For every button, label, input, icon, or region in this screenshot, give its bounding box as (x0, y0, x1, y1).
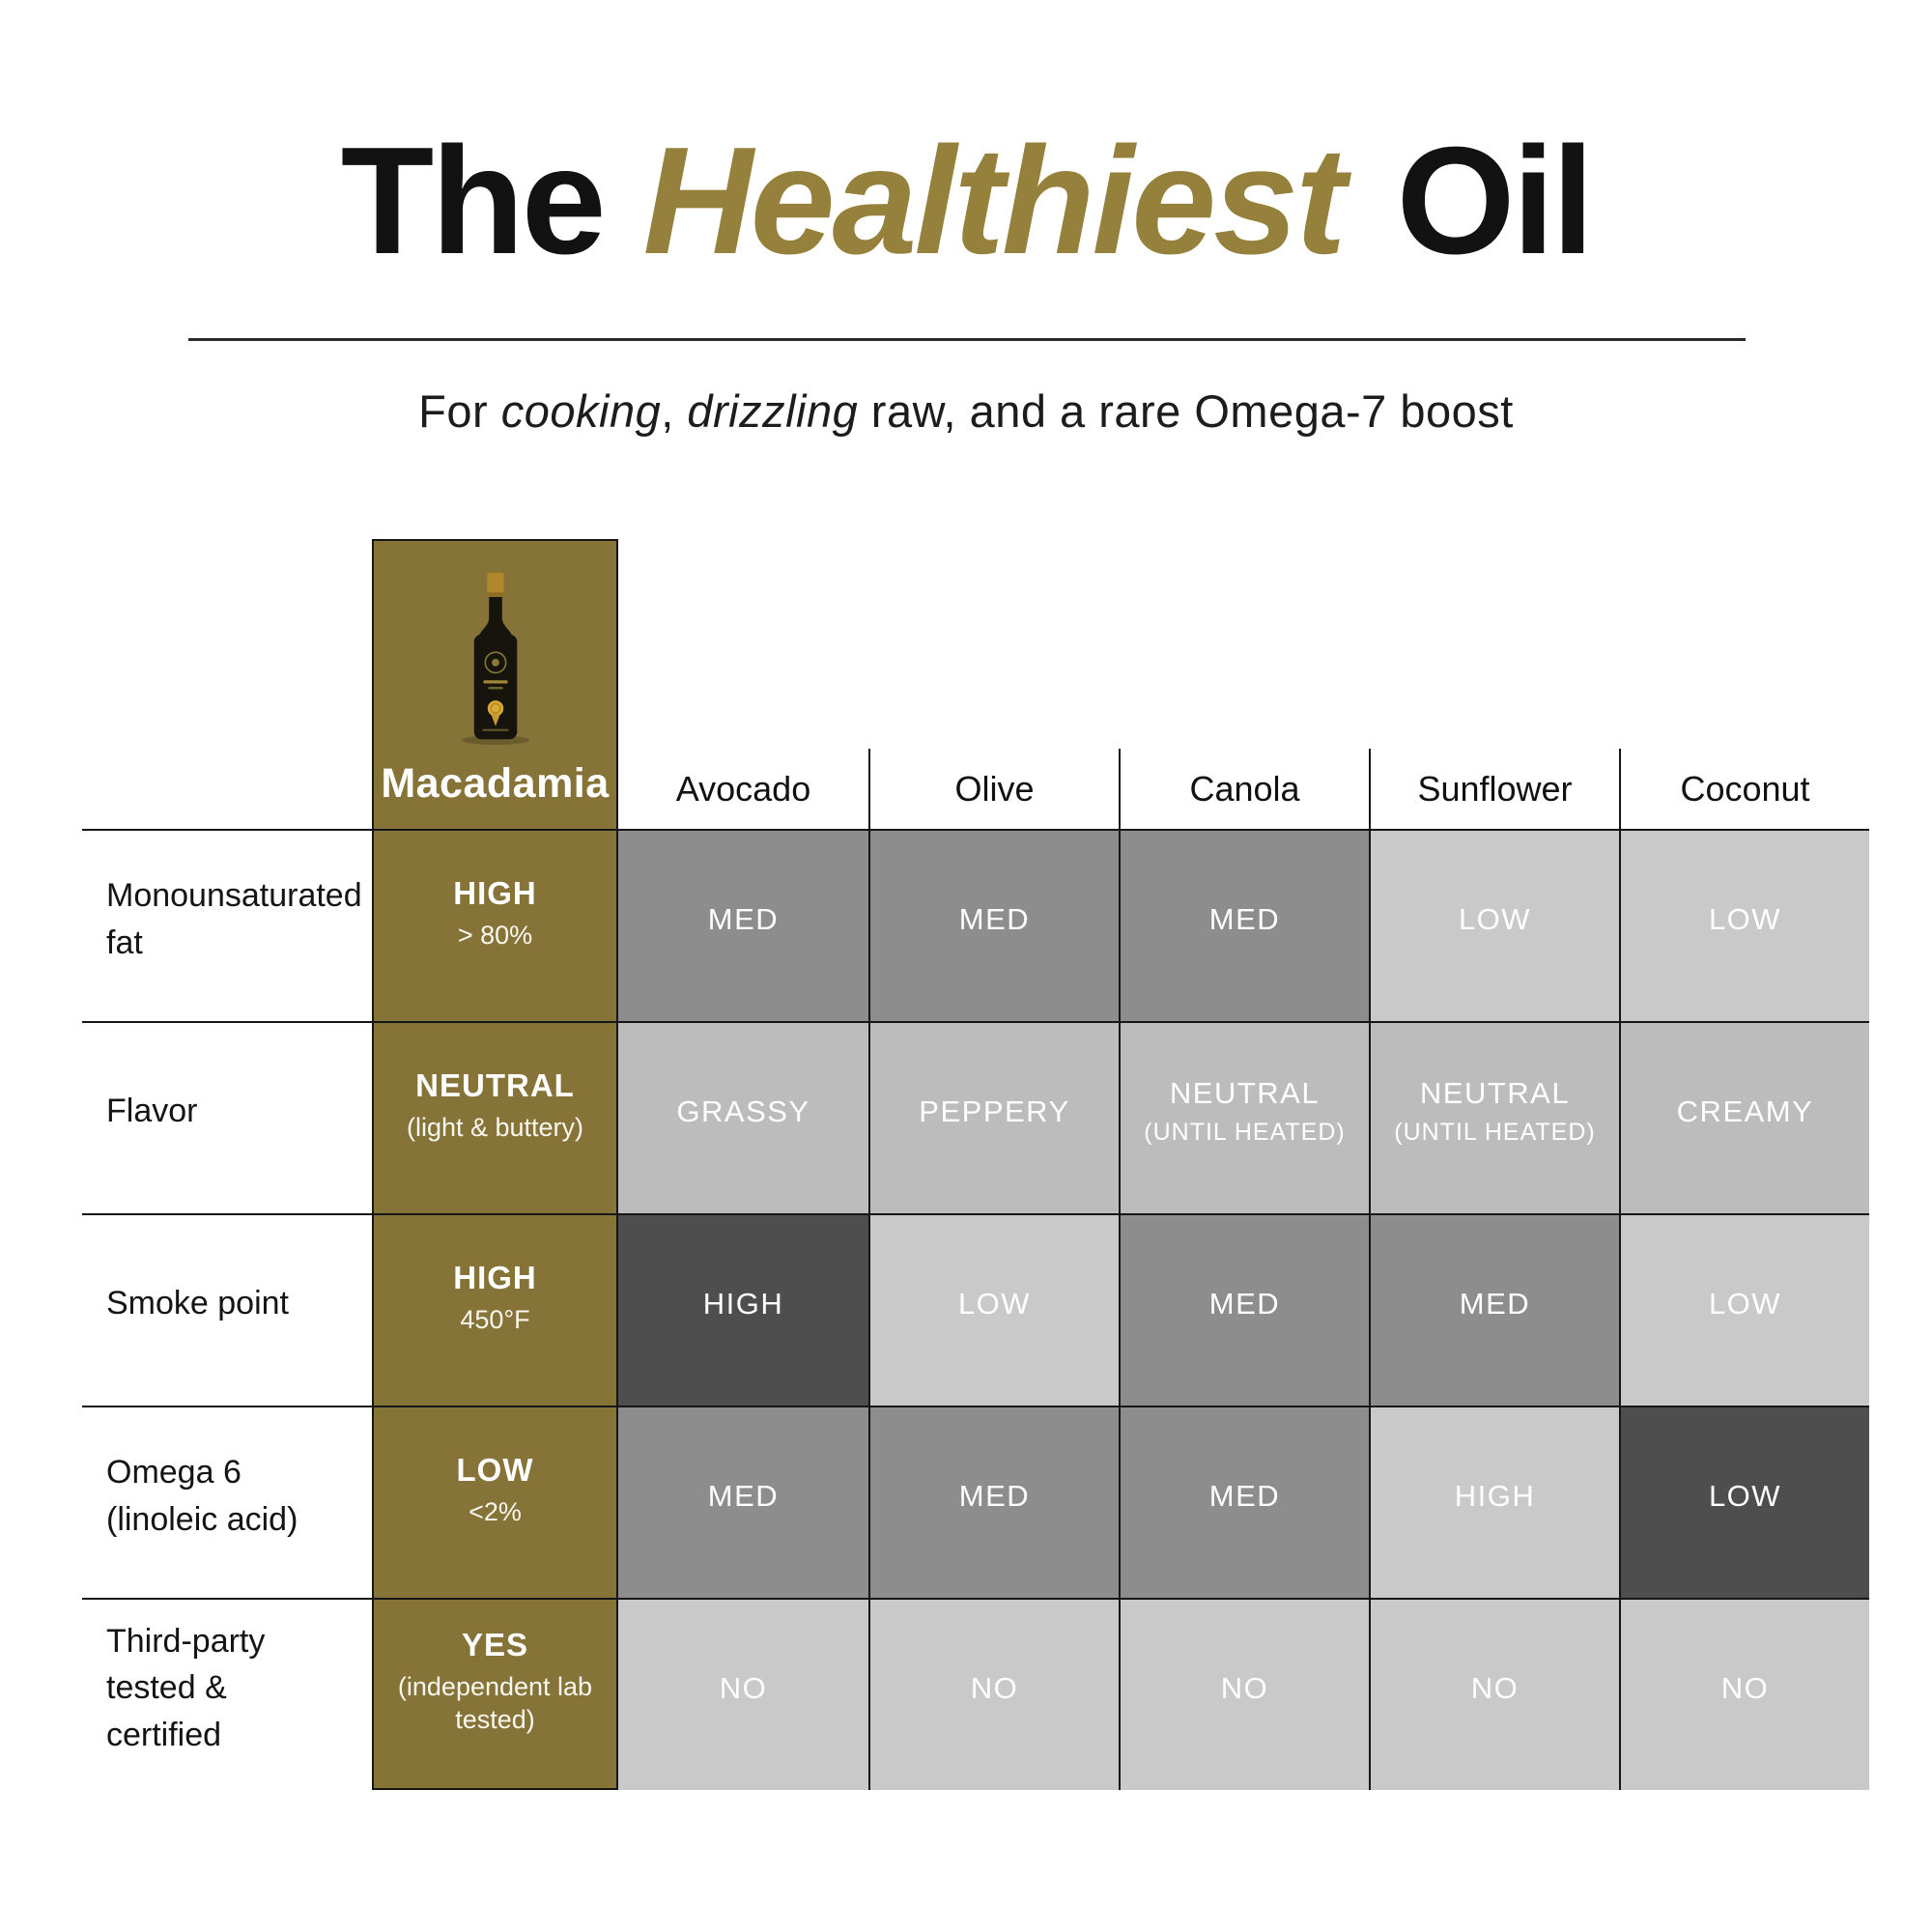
cell-monofat-avocado: MED (618, 829, 868, 1021)
cell-tested-canola: NO (1119, 1598, 1369, 1790)
cell-monofat-olive: MED (868, 829, 1119, 1021)
subtitle-seg: , (661, 385, 688, 437)
subtitle-italic-cooking: cooking (500, 385, 662, 437)
cell-smoke-olive: LOW (868, 1213, 1119, 1406)
page-title: The Healthiest Oil (0, 114, 1932, 289)
cell-smoke-canola: MED (1119, 1213, 1369, 1406)
hero-column-header-macadamia: Macadamia (372, 539, 618, 829)
cell-flavor-avocado: GRASSY (618, 1021, 868, 1213)
row-label-smoke-point: Smoke point (82, 1213, 372, 1406)
cell-smoke-avocado: HIGH (618, 1213, 868, 1406)
column-header-olive: Olive (868, 539, 1119, 829)
comparison-table: Macadamia Avocado Olive Canola Sunflower… (82, 539, 1869, 1790)
column-header-avocado: Avocado (675, 768, 811, 809)
row-label-omega-6: Omega 6 (linoleic acid) (82, 1406, 372, 1598)
cell-tested-macadamia: YES (independent lab tested) (372, 1598, 618, 1790)
oil-bottle-icon (461, 572, 529, 745)
cell-omega6-sunflower: HIGH (1369, 1406, 1619, 1598)
cell-omega6-olive: MED (868, 1406, 1119, 1598)
subtitle-seg: raw, and a rare Omega-7 boost (858, 385, 1514, 437)
cell-flavor-coconut: CREAMY (1619, 1021, 1869, 1213)
table-corner-spacer (82, 539, 372, 829)
cell-flavor-olive: PEPPERY (868, 1021, 1119, 1213)
title-underline (188, 338, 1746, 341)
cell-tested-avocado: NO (618, 1598, 868, 1790)
cell-omega6-coconut: LOW (1619, 1406, 1869, 1598)
cell-tested-olive: NO (868, 1598, 1119, 1790)
cell-monofat-coconut: LOW (1619, 829, 1869, 1021)
macadamia-bottle-image (439, 541, 553, 760)
cell-smoke-coconut: LOW (1619, 1213, 1869, 1406)
cell-flavor-sunflower: NEUTRAL (UNTIL HEATED) (1369, 1021, 1619, 1213)
cell-tested-coconut: NO (1619, 1598, 1869, 1790)
row-label-flavor: Flavor (82, 1021, 372, 1213)
cell-monofat-sunflower: LOW (1369, 829, 1619, 1021)
column-header-coconut: Coconut (1619, 539, 1869, 829)
cell-omega6-canola: MED (1119, 1406, 1369, 1598)
page-subtitle: For cooking, drizzling raw, and a rare O… (0, 384, 1932, 438)
cell-monofat-canola: MED (1119, 829, 1369, 1021)
subtitle-italic-drizzling: drizzling (687, 385, 859, 437)
cell-smoke-macadamia: HIGH 450°F (372, 1213, 618, 1406)
cell-omega6-avocado: MED (618, 1406, 868, 1598)
cell-omega6-macadamia: LOW <2% (372, 1406, 618, 1598)
cell-flavor-canola: NEUTRAL (UNTIL HEATED) (1119, 1021, 1369, 1213)
cell-tested-sunflower: NO (1369, 1598, 1619, 1790)
cell-smoke-sunflower: MED (1369, 1213, 1619, 1406)
hero-column-label: Macadamia (381, 760, 610, 807)
subtitle-seg: For (418, 385, 501, 437)
column-header-canola: Canola (1119, 539, 1369, 829)
title-highlight-healthiest: Healthiest (642, 116, 1347, 286)
title-word-oil: Oil (1356, 116, 1595, 286)
title-word-the: The (340, 116, 643, 286)
cell-flavor-macadamia: NEUTRAL (light & buttery) (372, 1021, 618, 1213)
row-label-monounsaturated-fat: Monounsaturated fat (82, 829, 372, 1021)
row-label-third-party-tested: Third-party tested & certified (82, 1598, 372, 1790)
column-header-sunflower: Sunflower (1369, 539, 1619, 829)
cell-monofat-macadamia: HIGH > 80% (372, 829, 618, 1021)
